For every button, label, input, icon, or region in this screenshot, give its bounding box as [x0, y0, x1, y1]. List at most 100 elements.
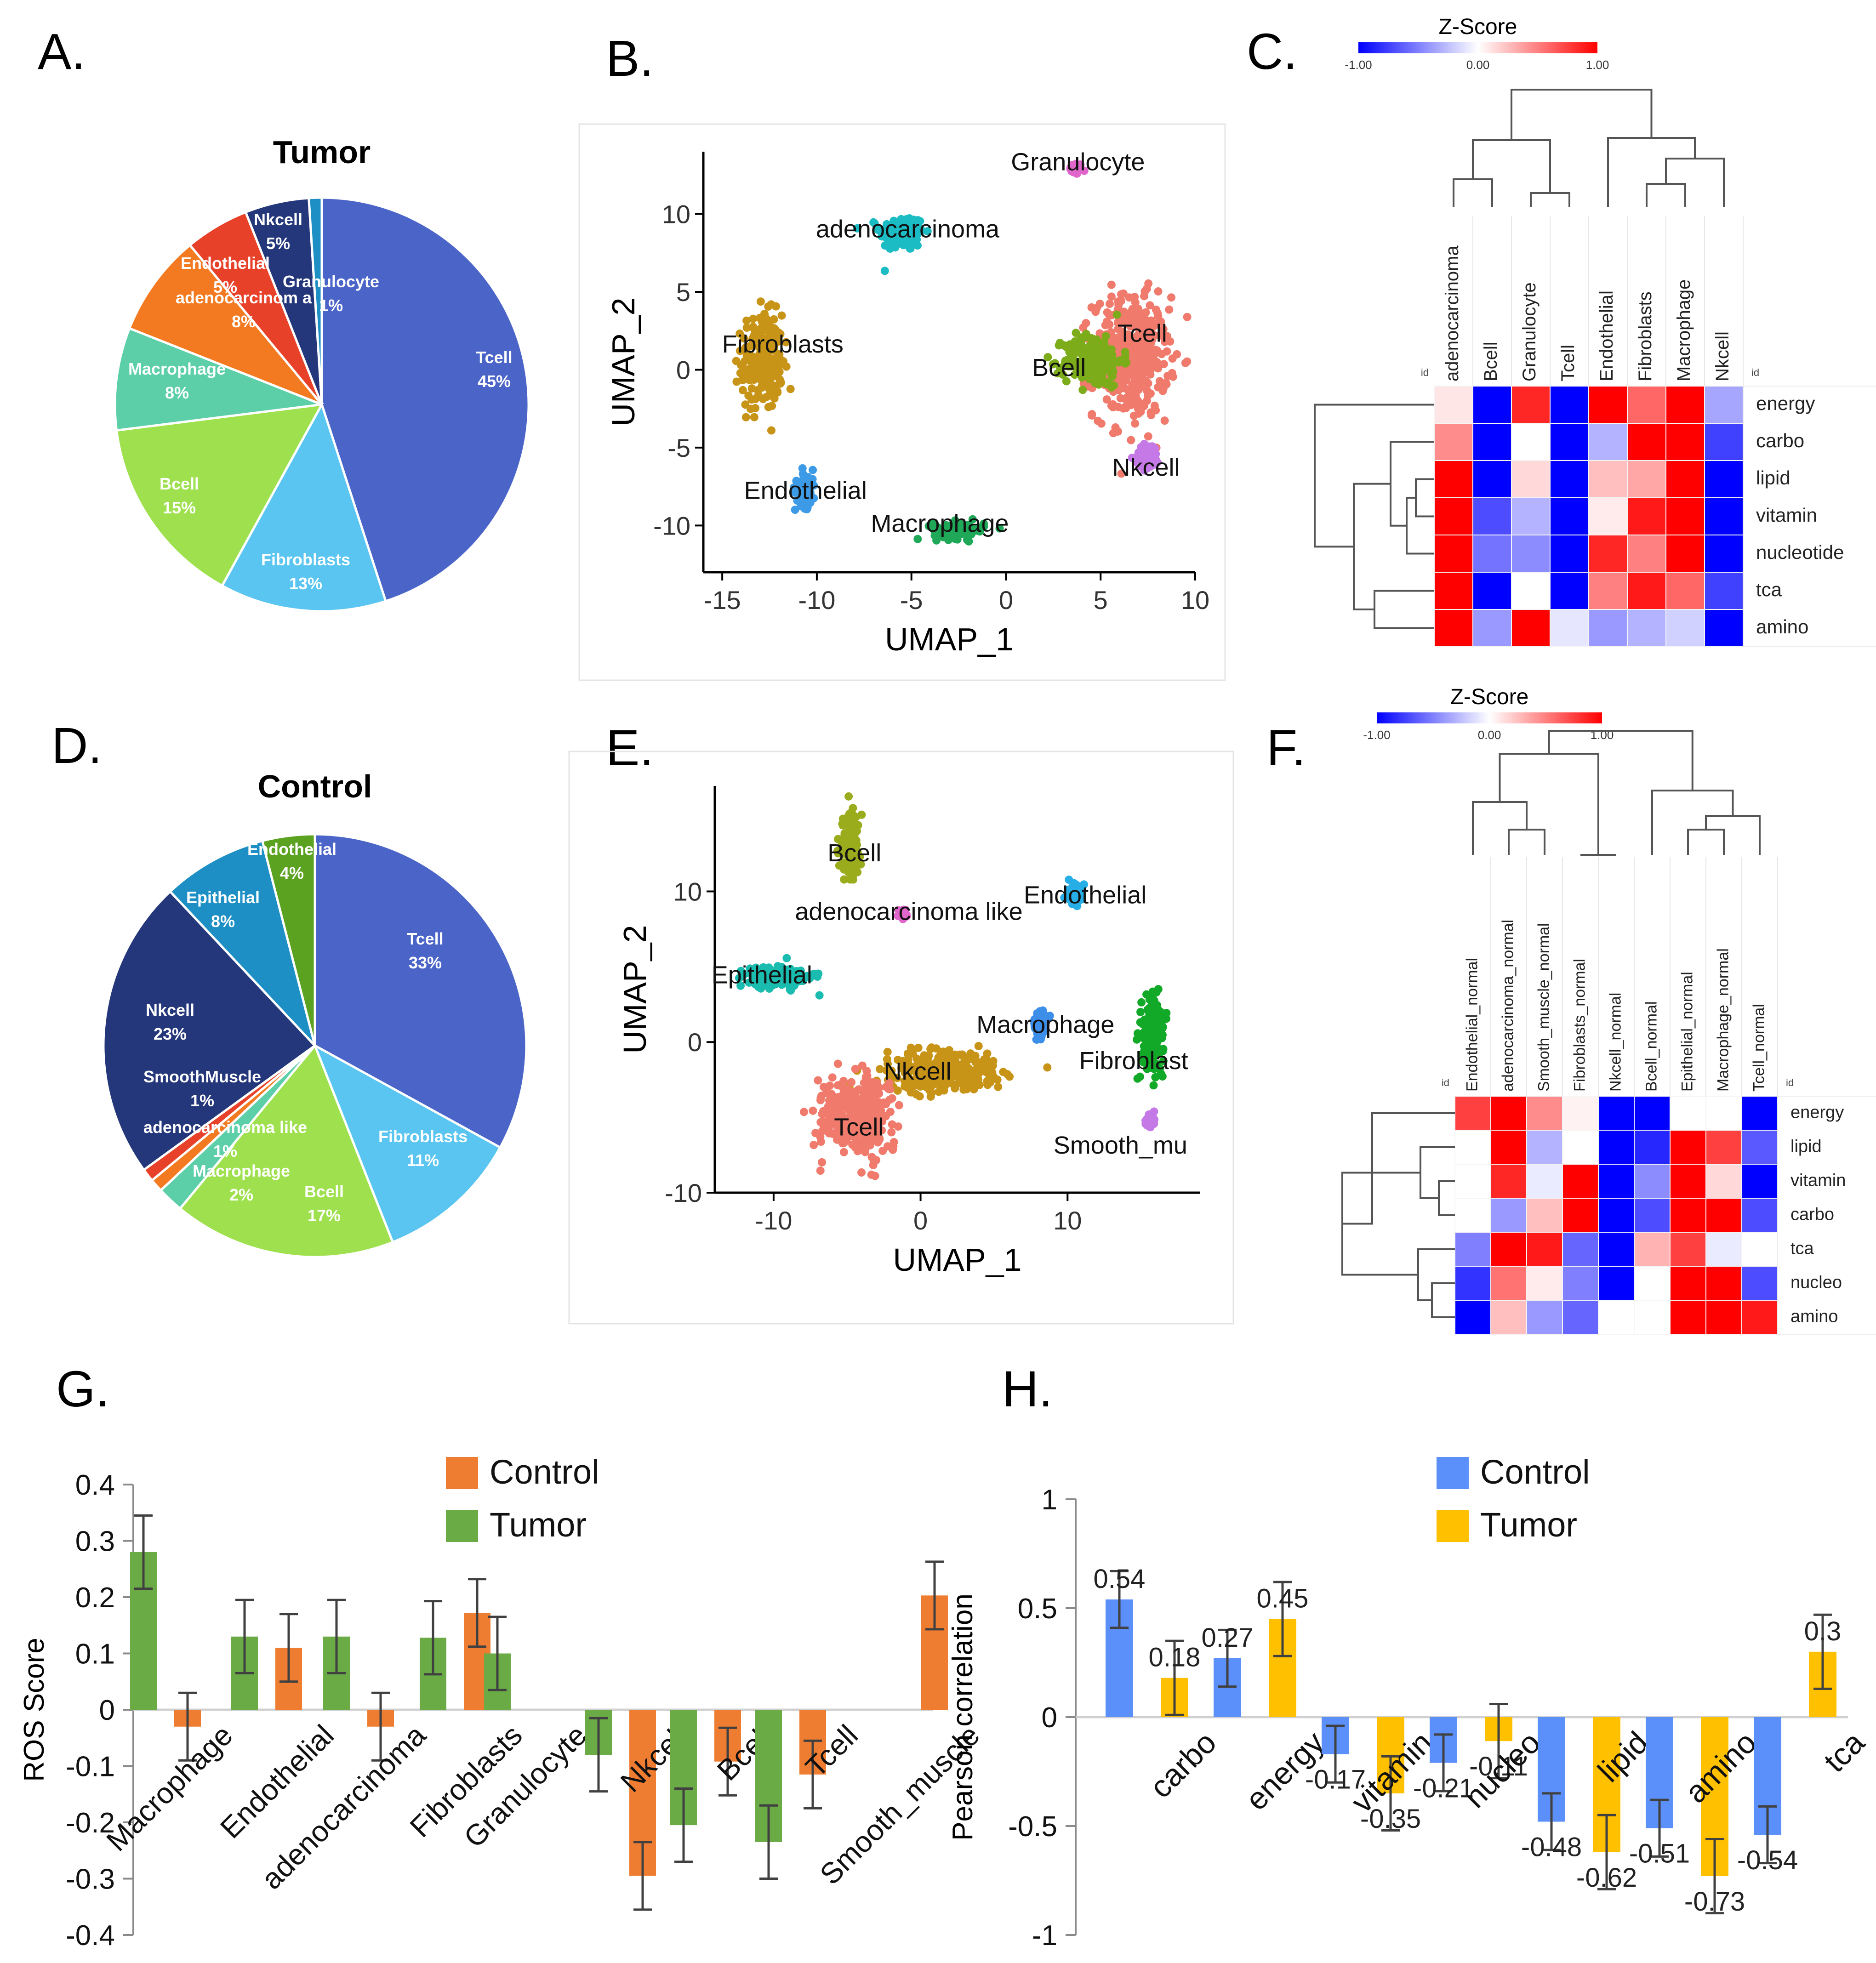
cluster-point	[963, 527, 971, 535]
cluster-point	[1114, 344, 1123, 353]
heatmap-cell	[1705, 1198, 1742, 1233]
heatmap-cell	[1490, 1164, 1527, 1199]
dendrogram-branch	[1406, 497, 1434, 555]
cluster-point	[1072, 892, 1081, 900]
heatmap-f: Z-Score-1.00 0.00 1.00energylipidvitaminca…	[1341, 685, 1876, 1335]
panel-label-d: D.	[51, 717, 102, 774]
cluster-point	[752, 374, 760, 382]
cluster-point	[988, 1061, 997, 1070]
cluster-point	[1144, 1023, 1153, 1032]
cluster-point	[760, 310, 769, 319]
cluster-point	[1149, 363, 1158, 371]
cluster-endothelial	[1060, 876, 1088, 910]
cluster-point	[1082, 330, 1090, 338]
legend-swatch-control	[446, 1457, 478, 1489]
pie-pct-adenocarcinoma-like: 1%	[213, 1142, 237, 1161]
cluster-point	[1126, 312, 1135, 321]
pie-label-fibroblasts: Fibroblasts	[261, 550, 350, 569]
cluster-point	[1085, 369, 1094, 378]
y-tick-label: -0.3	[66, 1864, 115, 1895]
zscore-legend-tick: -1.00	[1363, 728, 1390, 742]
heatmap-cell	[1704, 572, 1744, 610]
cluster-point	[873, 1089, 882, 1098]
heatmap-cell	[1741, 1198, 1778, 1233]
dendrogram-branch	[1420, 1146, 1455, 1199]
heatmap-cell	[1670, 1164, 1706, 1199]
zscore-legend-tick: -1.00	[1345, 58, 1372, 72]
y-tick-label: 10	[662, 200, 690, 229]
dendrogram-branch	[1530, 192, 1570, 207]
cluster-point	[1127, 401, 1135, 410]
cluster-point	[1165, 305, 1174, 314]
pie-pct-macrophage: 2%	[229, 1185, 253, 1204]
data-label-control-carbo: 0.54	[1094, 1564, 1146, 1594]
y-tick-label: 0	[688, 1028, 702, 1057]
cluster-point	[862, 1067, 871, 1075]
cluster-point	[844, 792, 853, 801]
pie-label-nkcell: Nkcell	[254, 210, 302, 229]
x-axis-label: UMAP_1	[885, 621, 1014, 657]
dendrogram-branch	[1453, 178, 1493, 207]
cluster-point	[907, 1088, 915, 1097]
cluster-point	[1097, 419, 1106, 428]
pie-pct-bcell: 17%	[308, 1206, 341, 1225]
heatmap-cell	[1705, 1232, 1742, 1267]
cluster-point	[750, 330, 758, 339]
heatmap-cell	[1550, 572, 1589, 610]
cluster-point	[742, 323, 751, 332]
column-label-epithelial-normal: Epithelial_normal	[1678, 972, 1696, 1092]
cluster-point	[870, 219, 879, 228]
cluster-point	[890, 216, 898, 225]
dendrogram-branch	[1314, 404, 1434, 548]
x-tick-label: 10	[1181, 586, 1209, 615]
y-tick-label: 0	[1042, 1702, 1057, 1734]
cluster-point	[862, 1090, 871, 1099]
cluster-point	[1146, 408, 1155, 417]
cluster-point	[1049, 360, 1057, 369]
cluster-point	[1107, 345, 1116, 354]
cluster-point	[732, 357, 741, 365]
heatmap-cell	[1472, 460, 1512, 498]
cluster-point	[956, 519, 964, 528]
cluster-point	[1137, 370, 1146, 379]
cluster-point	[797, 486, 805, 495]
heatmap-cell	[1634, 1130, 1671, 1165]
cluster-point	[1117, 331, 1126, 340]
dendrogram-branch	[1646, 183, 1686, 207]
heatmap-cell	[1472, 535, 1512, 573]
legend-swatch-control	[1437, 1457, 1469, 1489]
dendrogram-branch	[1511, 89, 1653, 140]
pie-slice-macrophage	[114, 327, 322, 432]
cluster-point	[874, 1098, 883, 1107]
cluster-point	[770, 394, 779, 403]
row-label-nucleotide: nucleotide	[1756, 541, 1844, 563]
heatmap-cell	[1588, 535, 1628, 573]
cluster-point	[889, 239, 897, 248]
column-label-endothelial-normal: Endothelial_normal	[1463, 958, 1481, 1092]
heatmap-cell	[1434, 609, 1473, 647]
cluster-label-nkcell: Nkcell	[1112, 454, 1180, 481]
heatmap-cell	[1526, 1300, 1563, 1335]
cluster-point	[882, 1100, 890, 1109]
cluster-point	[966, 1049, 975, 1058]
zscore-legend-bar	[1358, 42, 1597, 53]
data-label-tumor-carbo: 0.18	[1149, 1643, 1201, 1673]
row-label-amino: amino	[1790, 1307, 1838, 1326]
pie-slice-epithelial	[168, 839, 316, 1047]
cluster-label-macrophage: Macrophage	[871, 510, 1009, 537]
cluster-point	[1071, 337, 1079, 346]
heatmap-cell	[1665, 609, 1705, 647]
cluster-point	[781, 338, 790, 347]
dendrogram-branch	[1651, 790, 1734, 855]
heatmap-cell	[1511, 386, 1551, 424]
cluster-point	[974, 1041, 983, 1050]
category-label-tca: tca	[1817, 1725, 1871, 1779]
row-label-tca: tca	[1790, 1239, 1814, 1258]
heatmap-cell	[1454, 1266, 1491, 1301]
heatmap-cell	[1704, 609, 1744, 647]
cluster-point	[1144, 455, 1153, 463]
pie-pct-smoothmuscle: 1%	[190, 1091, 214, 1110]
cluster-point	[944, 534, 952, 542]
zscore-legend-tick: 1.00	[1586, 58, 1609, 72]
